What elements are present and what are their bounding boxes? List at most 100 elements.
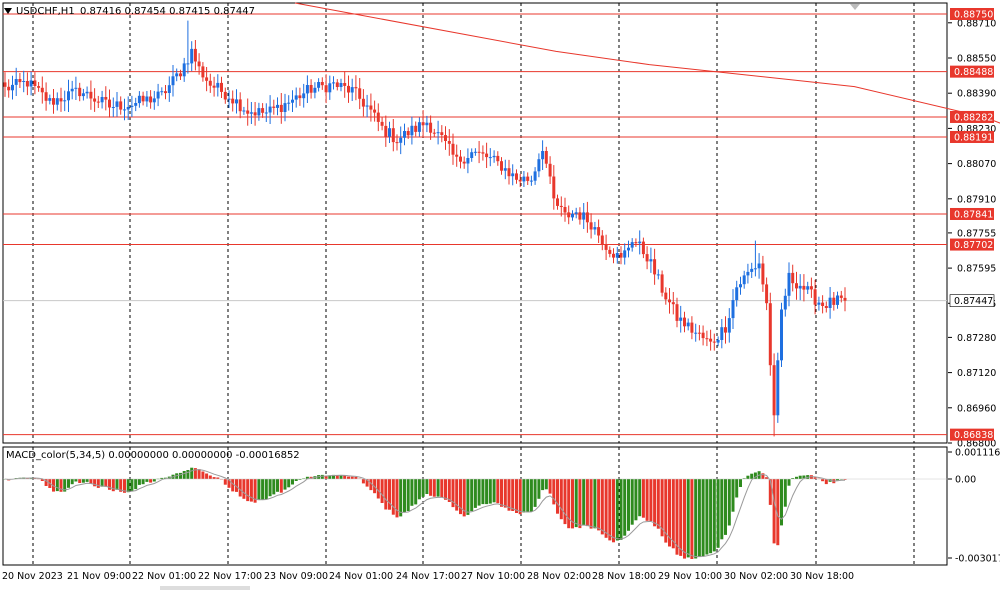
- macd-bar: [283, 479, 287, 490]
- candle-body: [395, 142, 399, 144]
- collapse-triangle-icon[interactable]: [4, 8, 12, 14]
- level-label-bg: [950, 65, 994, 78]
- macd-bar: [52, 479, 55, 492]
- macd-bar: [119, 479, 123, 492]
- macd-bar: [242, 479, 246, 499]
- macd-bar: [619, 479, 623, 540]
- level-label-bg: [950, 110, 994, 123]
- candle-body: [571, 213, 574, 218]
- candle-body: [765, 284, 769, 304]
- macd-bar: [485, 479, 489, 505]
- macd-bar: [134, 479, 138, 490]
- macd-bar: [712, 479, 716, 552]
- macd-bar: [264, 479, 268, 500]
- candle-body: [537, 159, 541, 172]
- macd-bar: [246, 479, 250, 502]
- macd-bar: [466, 479, 470, 515]
- candle-body: [425, 122, 429, 126]
- candle-body: [175, 73, 179, 77]
- macd-bar: [727, 479, 731, 526]
- macd-bar: [208, 475, 212, 479]
- macd-bar: [89, 479, 93, 484]
- candle-body: [436, 132, 440, 134]
- candle-body: [455, 154, 459, 157]
- macd-bar: [93, 479, 97, 487]
- macd-bar: [279, 479, 283, 493]
- candle-body: [836, 295, 839, 305]
- candle-body: [141, 95, 145, 102]
- candle-body: [753, 268, 757, 270]
- macd-bar: [500, 479, 503, 507]
- chart-shift-icon[interactable]: [850, 4, 860, 10]
- macd-bar: [100, 479, 104, 487]
- candles: [3, 20, 847, 437]
- macd-bar: [130, 479, 134, 492]
- macd-bar: [74, 479, 78, 482]
- candle-body: [664, 292, 668, 300]
- time-tick-label: 28 Nov 02:00: [527, 571, 591, 582]
- candle-body: [585, 212, 589, 223]
- candle-body: [417, 122, 421, 132]
- macd-bar: [701, 479, 705, 557]
- candle-body: [291, 99, 294, 103]
- macd-bar: [574, 479, 578, 528]
- candle-body: [324, 85, 328, 93]
- candle-body: [600, 235, 604, 245]
- macd-bar: [111, 479, 115, 492]
- candle-body: [223, 91, 227, 100]
- candle-body: [347, 85, 350, 93]
- candle-body: [279, 104, 283, 112]
- macd-bar: [376, 479, 380, 499]
- macd-bar: [641, 479, 645, 518]
- macd-bar: [473, 479, 477, 508]
- macd-signal: [3, 469, 947, 558]
- time-tick-label: 20 Nov 2023: [2, 571, 63, 582]
- macd-bar: [492, 479, 496, 503]
- candle-body: [462, 161, 466, 164]
- level-label-bg: [950, 130, 994, 143]
- macd-bar: [44, 479, 48, 486]
- candle-body: [287, 102, 291, 104]
- candle-body: [739, 284, 742, 288]
- macd-bar: [235, 479, 238, 492]
- candle-body: [656, 274, 660, 276]
- price-tick-label: 0.87595: [957, 264, 996, 275]
- macd-bar: [462, 479, 466, 517]
- macd-bar: [578, 479, 582, 529]
- candle-body: [25, 81, 29, 87]
- candle-body: [167, 85, 171, 93]
- candle-body: [179, 73, 182, 77]
- macd-bar: [824, 479, 828, 485]
- macd-bar: [533, 479, 537, 507]
- macd-bar: [223, 479, 227, 485]
- candle-body: [350, 87, 354, 93]
- time-axis: 20 Nov 2023 21 Nov 09:00 22 Nov 01:00 22 No…: [2, 571, 854, 590]
- candle-body: [533, 171, 537, 181]
- macd-bar: [104, 479, 108, 487]
- candle-body: [33, 80, 37, 86]
- price-tick-label: 0.88390: [957, 89, 996, 100]
- macd-bar: [802, 475, 806, 479]
- candle-body: [276, 104, 279, 108]
- candle-body: [712, 341, 716, 343]
- macd-bar: [268, 479, 272, 497]
- candle-body: [190, 48, 194, 64]
- candle-body: [18, 79, 22, 83]
- candle-body: [294, 95, 298, 100]
- candle-body: [559, 205, 563, 207]
- candle-body: [742, 275, 746, 285]
- candle-body: [242, 110, 246, 112]
- candle-body: [582, 212, 586, 220]
- macd-bar: [843, 479, 847, 480]
- candle-body: [264, 112, 268, 114]
- macd-bar: [724, 479, 727, 535]
- macd-bar: [425, 479, 429, 494]
- macd-bar: [406, 479, 410, 511]
- level-label-bg: [950, 238, 994, 251]
- macd-bar: [515, 479, 518, 513]
- macd-bar: [436, 479, 440, 497]
- candle-body: [70, 88, 74, 92]
- macd-bar: [597, 479, 601, 531]
- candle-body: [731, 300, 735, 319]
- macd-bar: [753, 472, 757, 479]
